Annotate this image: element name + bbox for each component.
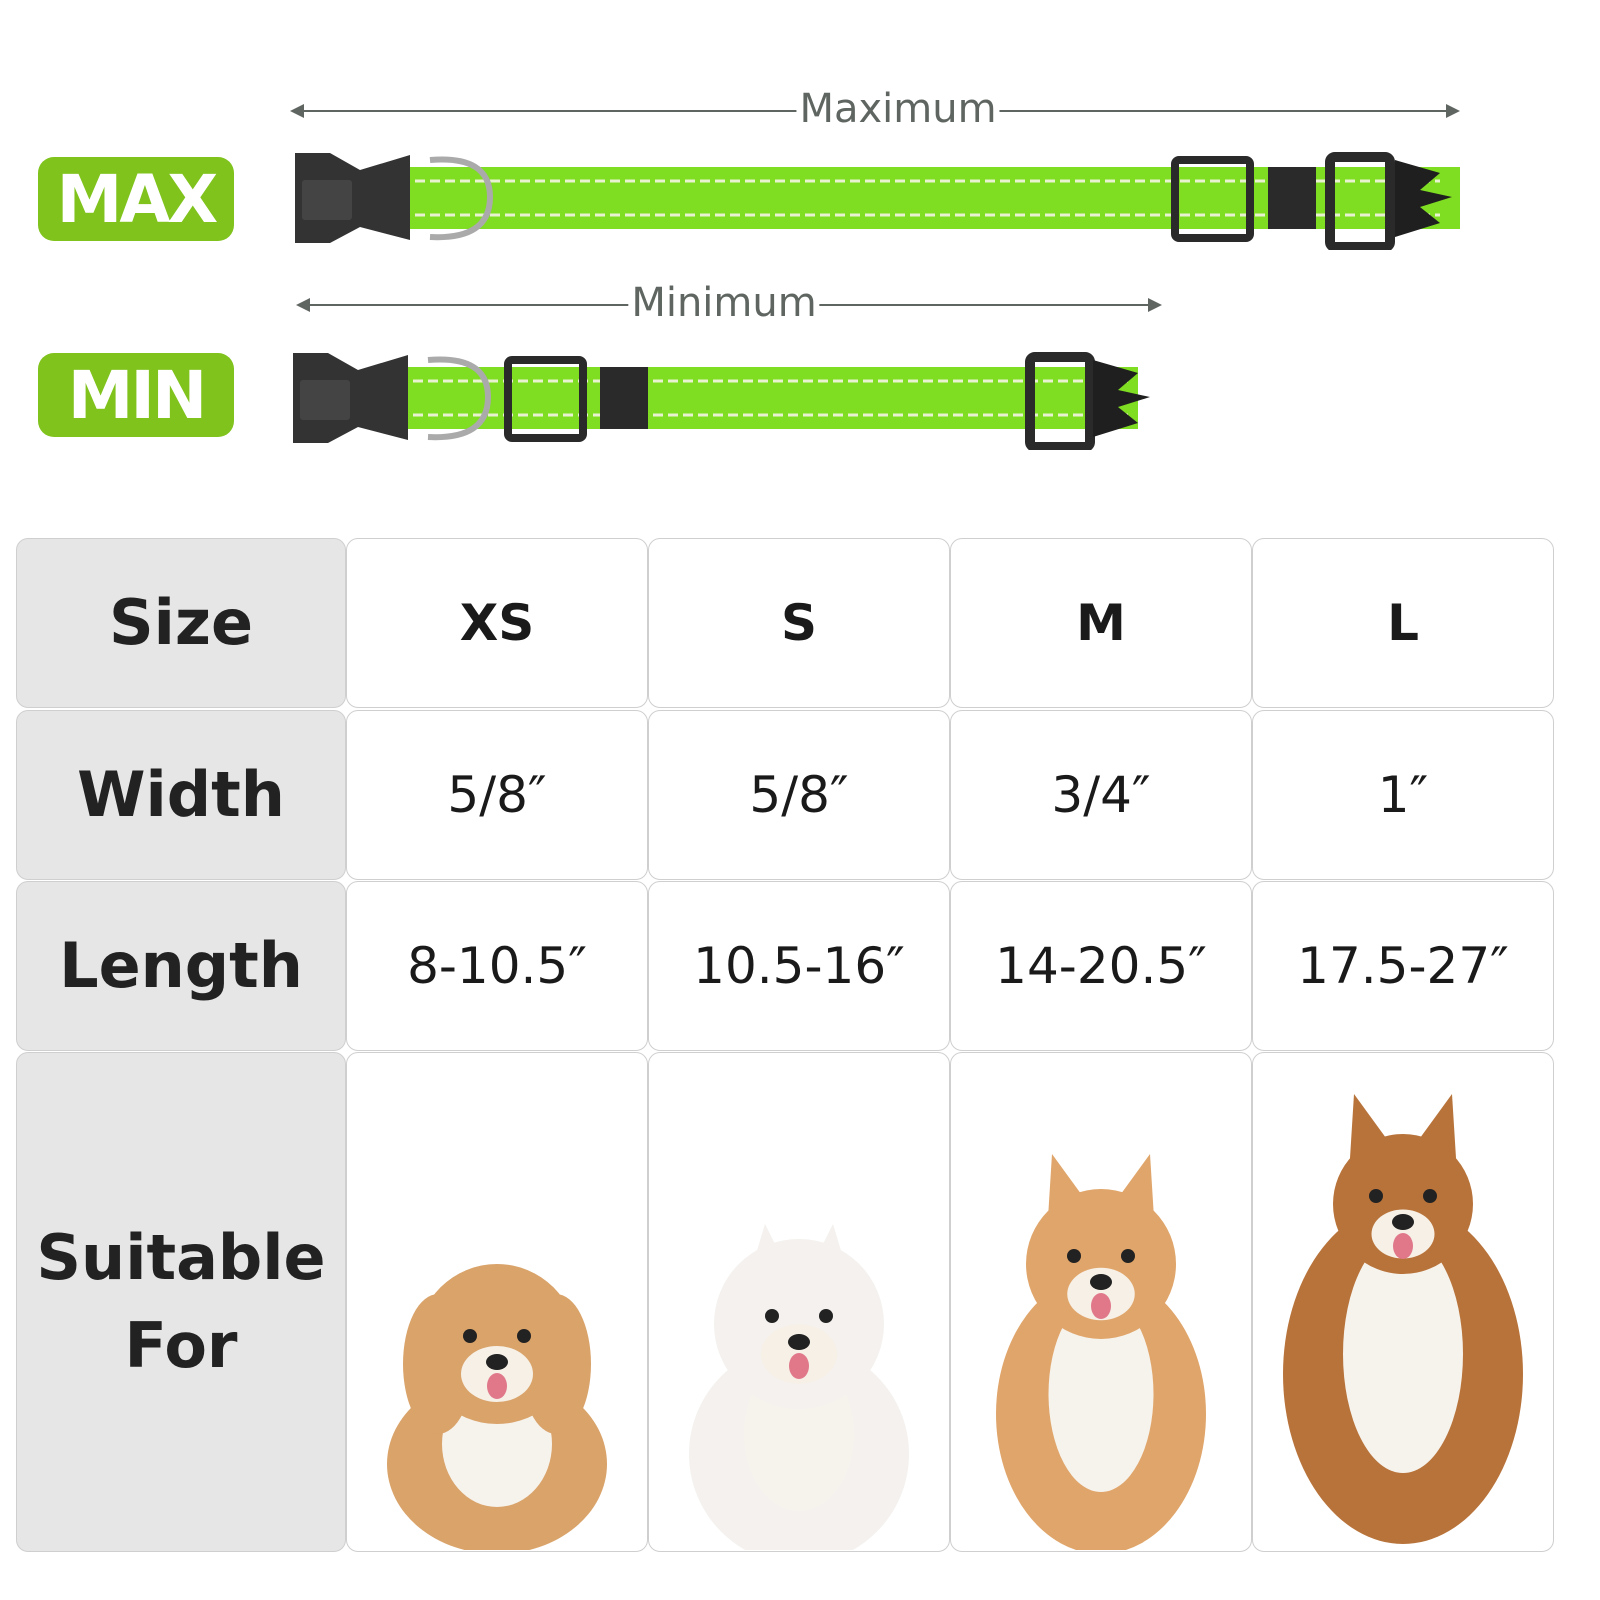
maltipoo-puppy-image <box>387 1264 607 1550</box>
pomeranian-white-image <box>689 1224 909 1550</box>
header-length: Length <box>16 881 346 1051</box>
spitz-mix-image <box>996 1154 1206 1550</box>
length-m: 14-20.5″ <box>950 881 1252 1051</box>
width-l: 1″ <box>1252 710 1554 880</box>
dog-xs-image <box>346 1052 648 1552</box>
sheltie-collie-image <box>1283 1094 1523 1544</box>
dog-m-image <box>950 1052 1252 1552</box>
min-badge: MIN <box>38 353 234 437</box>
length-l: 17.5-27″ <box>1252 881 1554 1051</box>
size-l: L <box>1252 538 1554 708</box>
maximum-arrow: Maximum <box>290 86 1460 132</box>
max-badge: MAX <box>38 157 234 241</box>
maximum-label: Maximum <box>796 86 1000 132</box>
width-m: 3/4″ <box>950 710 1252 880</box>
size-m: M <box>950 538 1252 708</box>
header-suitable-for: Suitable For <box>16 1052 346 1552</box>
width-xs: 5/8″ <box>346 710 648 880</box>
minimum-arrow: Minimum <box>296 280 1162 326</box>
collar-max-image <box>295 152 1460 250</box>
header-width: Width <box>16 710 346 880</box>
collar-min-image <box>293 352 1150 450</box>
size-s: S <box>648 538 950 708</box>
dog-s-image <box>648 1052 950 1552</box>
header-size: Size <box>16 538 346 708</box>
minimum-label: Minimum <box>628 280 820 326</box>
length-xs: 8-10.5″ <box>346 881 648 1051</box>
size-xs: XS <box>346 538 648 708</box>
width-s: 5/8″ <box>648 710 950 880</box>
length-s: 10.5-16″ <box>648 881 950 1051</box>
dog-l-image <box>1252 1052 1554 1552</box>
